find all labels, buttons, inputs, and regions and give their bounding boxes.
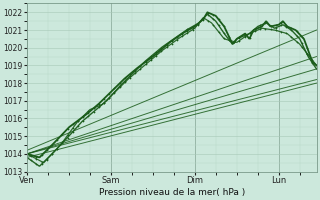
X-axis label: Pression niveau de la mer( hPa ): Pression niveau de la mer( hPa ) (99, 188, 245, 197)
